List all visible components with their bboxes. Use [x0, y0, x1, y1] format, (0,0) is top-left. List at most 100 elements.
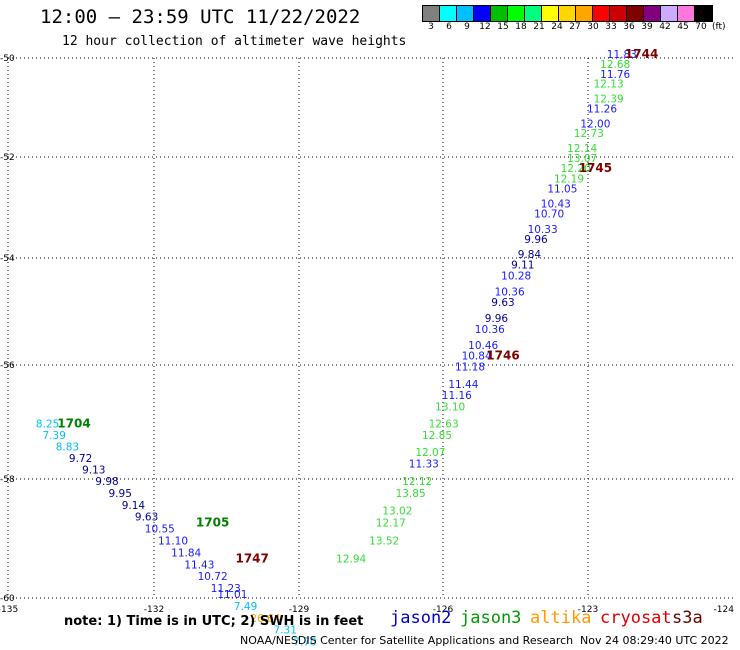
wave-height-value: 10.36 [495, 286, 525, 298]
wave-height-value: 12.07 [415, 447, 445, 459]
wave-height-value: 10.55 [145, 524, 175, 536]
wave-height-value: 12.14 [567, 143, 597, 155]
legend-cryosat: cryosat [600, 608, 672, 628]
wave-height-value: 7.39 [43, 430, 66, 442]
wave-height-value: 11.44 [448, 379, 478, 391]
x-tick-label: -124 [714, 605, 735, 615]
wave-height-value: 10.46 [468, 340, 498, 352]
color-scale-bar [422, 5, 713, 22]
y-tick-label: -58 [0, 475, 15, 485]
wave-height-value: 12.63 [429, 419, 459, 431]
footer-timestamp: Nov 24 08:29:40 UTC 2022 [580, 634, 729, 647]
wave-height-value: 11.84 [171, 547, 201, 559]
wave-height-value: 10.43 [541, 199, 571, 211]
wave-height-value: 26.64 [250, 613, 280, 625]
color-swatch-1 [440, 6, 457, 21]
wave-height-value: 12.00 [580, 118, 610, 130]
color-scale-label: 18 [515, 22, 527, 32]
legend-altika: altika [530, 608, 592, 628]
wave-height-value: 13.02 [382, 506, 412, 518]
color-swatch-2 [457, 6, 474, 21]
color-swatch-6 [525, 6, 542, 21]
color-swatch-9 [576, 6, 593, 21]
wave-height-value: 11.43 [184, 559, 214, 571]
track-time-label: 1746 [486, 349, 519, 363]
legend-s3a: s3a [672, 608, 703, 628]
color-scale-label: 30 [587, 22, 599, 32]
wave-height-value: 9.96 [524, 234, 548, 246]
wave-height-value: 9.84 [518, 249, 542, 261]
wave-height-value: 11.10 [158, 535, 188, 547]
wave-height-value: 13.10 [435, 402, 465, 414]
y-tick-label: -60 [0, 594, 15, 604]
wave-height-value: 7.70 [293, 637, 316, 649]
wave-height-value: 9.63 [135, 512, 158, 524]
chart-note: note: 1) Time is in UTC; 2) SWH is in fe… [64, 614, 364, 629]
wave-height-value: 7.31 [274, 625, 297, 637]
y-tick-label: -52 [0, 153, 15, 163]
color-scale-label: 15 [497, 22, 509, 32]
wave-height-value: 10.84 [462, 351, 492, 363]
wave-height-value: 9.95 [109, 488, 132, 500]
color-swatch-3 [474, 6, 491, 21]
wave-height-value: 12.17 [376, 518, 406, 530]
color-swatch-16 [695, 6, 712, 21]
color-swatch-12 [627, 6, 644, 21]
wave-height-value: 8.83 [56, 442, 79, 454]
color-scale-label: 33 [605, 22, 617, 32]
color-scale-label: 36 [623, 22, 635, 32]
chart-subtitle: 12 hour collection of altimeter wave hei… [62, 34, 407, 49]
color-swatch-0 [423, 6, 440, 21]
wave-height-value: 13.52 [369, 535, 399, 547]
wave-height-value: 11.76 [600, 69, 630, 81]
wave-height-value: 12.68 [600, 59, 630, 71]
color-scale-label: 42 [659, 22, 671, 32]
wave-height-value: 9.63 [491, 297, 514, 309]
x-tick-label: -135 [0, 605, 18, 615]
wave-height-value: 9.14 [122, 500, 146, 512]
legend-jason3: jason3 [460, 608, 522, 628]
color-swatch-4 [491, 6, 508, 21]
y-tick-label: -50 [0, 54, 15, 64]
color-swatch-8 [559, 6, 576, 21]
wave-height-value: 12.12 [402, 476, 432, 488]
wave-height-value: 9.11 [511, 260, 534, 272]
footer-credit: NOAA/NESDIS Center for Satellite Applica… [240, 634, 574, 647]
wave-height-value: 10.36 [475, 324, 505, 336]
wave-height-value: 9.96 [485, 313, 509, 325]
color-scale-label: 6 [446, 22, 452, 32]
color-scale-label: 12 [479, 22, 491, 32]
track-time-label: 1705 [196, 516, 229, 530]
color-scale-label: 70 [695, 22, 707, 32]
wave-height-value: 11.05 [547, 183, 577, 195]
color-scale-label: 24 [551, 22, 563, 32]
color-scale-label: 21 [533, 22, 545, 32]
wave-height-value: 12.20 [561, 163, 591, 175]
track-time-label: 1745 [579, 161, 612, 175]
wave-height-value: 11.23 [211, 583, 241, 595]
color-swatch-5 [508, 6, 525, 21]
color-scale-label: 3 [428, 22, 434, 32]
legend-jason2: jason2 [390, 608, 452, 628]
wave-height-value: 13.85 [396, 488, 426, 500]
wave-height-value: 9.98 [95, 476, 118, 488]
color-swatch-7 [542, 6, 559, 21]
color-scale-label: 27 [569, 22, 581, 32]
x-tick-label: -123 [578, 605, 598, 615]
wave-height-value: 10.72 [198, 571, 228, 583]
x-tick-label: -126 [433, 605, 454, 615]
wave-height-value: 11.01 [217, 589, 247, 601]
wave-height-value: 7.49 [234, 601, 257, 613]
color-scale-label: 45 [677, 22, 689, 32]
wave-height-value: 12.73 [574, 128, 604, 140]
wave-height-value: 12.13 [594, 79, 624, 91]
x-tick-label: -129 [289, 605, 310, 615]
color-swatch-11 [610, 6, 627, 21]
x-tick-label: -132 [144, 605, 164, 615]
y-tick-label: -56 [0, 361, 15, 371]
wave-height-value: 10.33 [528, 224, 558, 236]
wave-height-value: 13.07 [567, 153, 597, 165]
wave-height-value: 11.33 [409, 459, 439, 471]
color-swatch-10 [593, 6, 610, 21]
color-swatch-13 [644, 6, 661, 21]
